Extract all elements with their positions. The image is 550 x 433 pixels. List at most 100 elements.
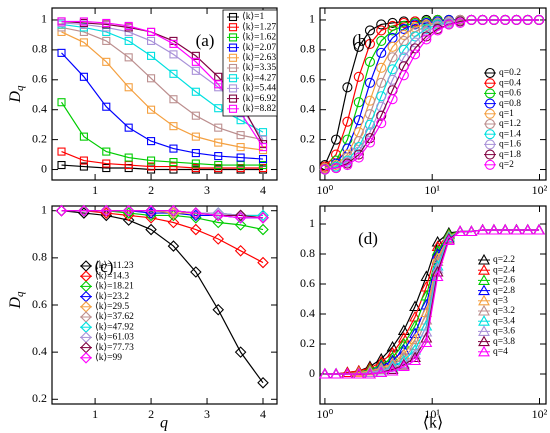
legend-label: ⟨k⟩=23.2 xyxy=(95,291,129,302)
legend-marker xyxy=(484,118,496,130)
legend-label: q=4 xyxy=(493,347,508,357)
marker xyxy=(234,346,247,358)
marker xyxy=(352,367,365,379)
marker xyxy=(364,38,376,49)
marker xyxy=(376,77,387,88)
legend-marker xyxy=(228,33,238,42)
marker xyxy=(387,94,398,105)
legend-label: ⟨k⟩=99 xyxy=(95,352,122,363)
legend-label: ⟨k⟩=47.92 xyxy=(95,321,134,332)
series-line xyxy=(61,210,264,219)
legend-marker xyxy=(478,325,490,336)
x-tick-label: 4 xyxy=(260,183,266,197)
legend-marker xyxy=(228,43,238,52)
marker xyxy=(533,14,545,26)
legend-marker xyxy=(484,67,496,79)
marker xyxy=(386,361,399,373)
marker xyxy=(57,17,66,26)
y-tick-label: 0.2 xyxy=(32,391,47,405)
marker xyxy=(386,364,399,376)
x-tick-label: 3 xyxy=(204,407,210,421)
marker xyxy=(364,25,376,36)
marker xyxy=(258,155,268,164)
legend-label: ⟨k⟩=1 xyxy=(242,11,265,22)
marker xyxy=(330,162,342,174)
marker xyxy=(124,53,133,62)
marker xyxy=(409,49,421,60)
marker xyxy=(145,204,157,217)
legend-label: ⟨k⟩=14.3 xyxy=(95,270,129,281)
y-tick-label: 0.4 xyxy=(32,344,47,358)
marker xyxy=(409,31,421,42)
marker xyxy=(318,367,331,379)
marker xyxy=(364,364,376,376)
legend-marker xyxy=(228,94,238,103)
marker xyxy=(352,364,365,376)
marker xyxy=(145,209,157,222)
legend-marker xyxy=(80,352,92,364)
marker xyxy=(57,48,66,57)
marker xyxy=(364,367,376,379)
legend-marker xyxy=(228,23,238,32)
marker xyxy=(409,319,421,331)
x-tick-label: 2 xyxy=(148,407,154,421)
marker xyxy=(466,14,477,26)
marker xyxy=(432,25,443,36)
series-line xyxy=(61,151,264,169)
marker xyxy=(375,366,388,378)
marker xyxy=(386,340,399,352)
marker xyxy=(169,39,178,48)
marker xyxy=(212,303,225,316)
marker xyxy=(191,87,200,96)
marker xyxy=(169,122,178,131)
y-tick-label: 0.8 xyxy=(32,42,47,56)
marker xyxy=(102,102,111,111)
y-tick-label: 0.8 xyxy=(300,42,315,56)
series-line xyxy=(61,210,264,384)
y-tick-label: 1 xyxy=(309,216,315,230)
x-tick-label: 2 xyxy=(148,183,154,197)
marker xyxy=(167,240,180,252)
marker xyxy=(169,144,178,153)
marker xyxy=(477,14,488,26)
marker xyxy=(147,156,156,165)
marker xyxy=(409,37,421,48)
marker xyxy=(102,18,111,28)
marker xyxy=(353,149,364,160)
legend-label: ⟨k⟩=11.23 xyxy=(95,260,134,271)
marker xyxy=(214,152,223,161)
marker xyxy=(190,223,202,236)
marker xyxy=(100,204,113,217)
marker xyxy=(191,159,200,168)
marker xyxy=(57,98,66,107)
x-axis-label: ⟨k⟩ xyxy=(423,415,443,432)
marker xyxy=(214,104,223,113)
marker xyxy=(212,209,225,222)
marker xyxy=(212,216,225,229)
marker xyxy=(234,245,247,257)
panel-label: (d) xyxy=(358,229,378,248)
series-line xyxy=(61,164,264,171)
marker xyxy=(364,119,376,130)
y-tick-label: 0.4 xyxy=(300,101,315,115)
marker xyxy=(236,143,245,152)
marker xyxy=(169,69,178,78)
marker xyxy=(376,118,387,129)
series-line xyxy=(61,101,264,166)
marker xyxy=(397,337,410,349)
y-tick-label: 0.8 xyxy=(32,250,47,264)
marker xyxy=(147,162,156,171)
y-tick-label: 0.2 xyxy=(32,131,47,145)
marker xyxy=(147,36,156,45)
legend-marker xyxy=(228,12,238,22)
legend-label: q=1.4 xyxy=(499,129,521,139)
legend-marker xyxy=(484,78,496,89)
legend-marker xyxy=(478,294,490,306)
marker xyxy=(353,97,364,108)
marker xyxy=(234,209,247,222)
marker xyxy=(376,47,387,58)
series-line xyxy=(61,210,264,264)
x-tick-label: 10¹ xyxy=(424,183,440,197)
panel-label: (b) xyxy=(352,31,372,50)
marker xyxy=(387,25,398,36)
